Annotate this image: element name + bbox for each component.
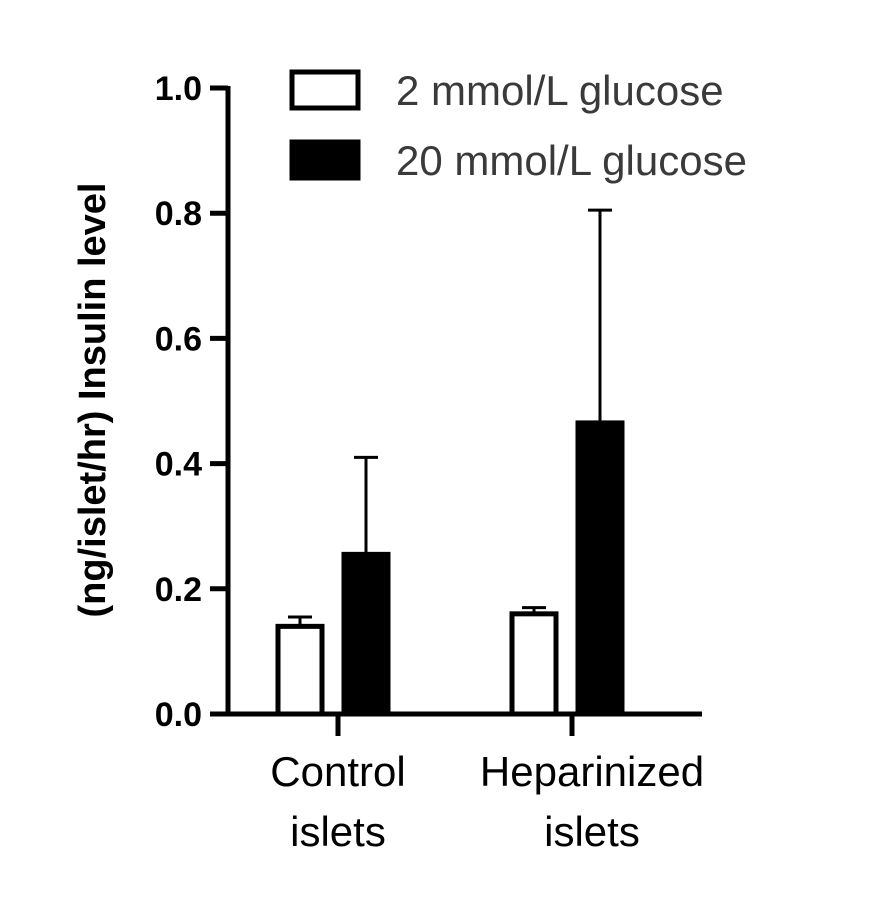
x-tick-label: islets (544, 808, 640, 855)
y-tick-label: 0.6 (155, 320, 202, 358)
x-tick-label: Heparinized (480, 748, 704, 795)
x-tick-label: Control (270, 748, 405, 795)
legend: 2 mmol/L glucose 20 mmol/L glucose (289, 67, 747, 184)
legend-label: 20 mmol/L glucose (396, 137, 747, 184)
bar (575, 420, 625, 717)
legend-swatch (289, 139, 361, 181)
bar (275, 623, 325, 717)
legend-label: 2 mmol/L glucose (396, 67, 724, 114)
x-axis: Control islets Heparinized islets (225, 711, 704, 855)
bar (509, 611, 559, 717)
y-tick-label: 0.0 (155, 696, 202, 734)
y-axis-title: (ng/islet/hr) Insulin level (72, 183, 114, 618)
bars (275, 208, 625, 717)
legend-swatch (289, 69, 361, 111)
y-axis: 0.0 0.2 0.4 0.6 0.8 1.0 (155, 70, 231, 734)
y-tick-label: 0.4 (155, 446, 202, 484)
y-tick-label: 1.0 (155, 70, 202, 108)
y-tick-label: 0.2 (155, 571, 202, 609)
y-tick-label: 0.8 (155, 195, 202, 233)
bar (341, 551, 391, 717)
x-tick-label: islets (290, 808, 386, 855)
